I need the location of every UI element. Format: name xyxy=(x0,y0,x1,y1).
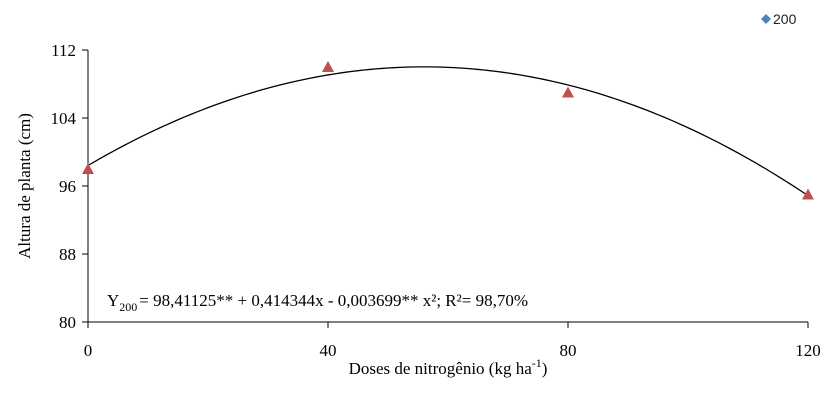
y-ticks: 80 88 96 104 112 xyxy=(51,41,88,332)
x-tick-label: 0 xyxy=(84,341,93,360)
equation-subscript: 200 xyxy=(119,300,137,314)
x-ticks: 0 40 80 120 xyxy=(84,322,821,360)
x-axis-title-superscript: -1 xyxy=(532,356,542,370)
regression-equation: Y200 = 98,41125** + 0,414344x - 0,003699*… xyxy=(107,291,528,314)
x-tick-label: 80 xyxy=(560,341,577,360)
y-tick-label: 88 xyxy=(59,245,76,264)
x-axis-title-close: ) xyxy=(542,359,548,378)
data-point-triangle xyxy=(562,86,574,98)
data-point-triangle xyxy=(322,61,334,72)
data-point-triangle xyxy=(802,188,814,200)
data-point-triangle xyxy=(82,163,94,174)
fit-curve xyxy=(87,66,809,197)
x-tick-label: 40 xyxy=(320,341,337,360)
legend: 200 xyxy=(761,11,797,27)
x-axis-title-main: Doses de nitrogênio (kg ha xyxy=(349,359,533,378)
legend-marker-diamond xyxy=(761,14,771,24)
y-tick-label: 80 xyxy=(59,313,76,332)
equation-body: = 98,41125** + 0,414344x - 0,003699** x²… xyxy=(139,291,528,310)
x-axis-title: Doses de nitrogênio (kg ha-1) xyxy=(349,356,548,378)
data-points xyxy=(82,61,814,200)
x-tick-label: 120 xyxy=(795,341,821,360)
y-axis-title: Altura de planta (cm) xyxy=(15,113,34,259)
y-tick-label: 104 xyxy=(51,109,77,128)
legend-label: 200 xyxy=(773,11,797,27)
equation-y: Y xyxy=(107,291,119,310)
y-tick-label: 96 xyxy=(59,177,76,196)
y-tick-label: 112 xyxy=(51,41,76,60)
